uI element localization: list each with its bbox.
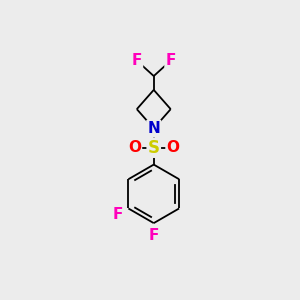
Text: O: O (128, 140, 141, 155)
Text: N: N (147, 121, 160, 136)
Text: S: S (148, 139, 160, 157)
Text: F: F (112, 207, 123, 222)
Text: O: O (167, 140, 179, 155)
Text: F: F (148, 228, 159, 243)
Text: F: F (166, 53, 176, 68)
Text: F: F (132, 53, 142, 68)
